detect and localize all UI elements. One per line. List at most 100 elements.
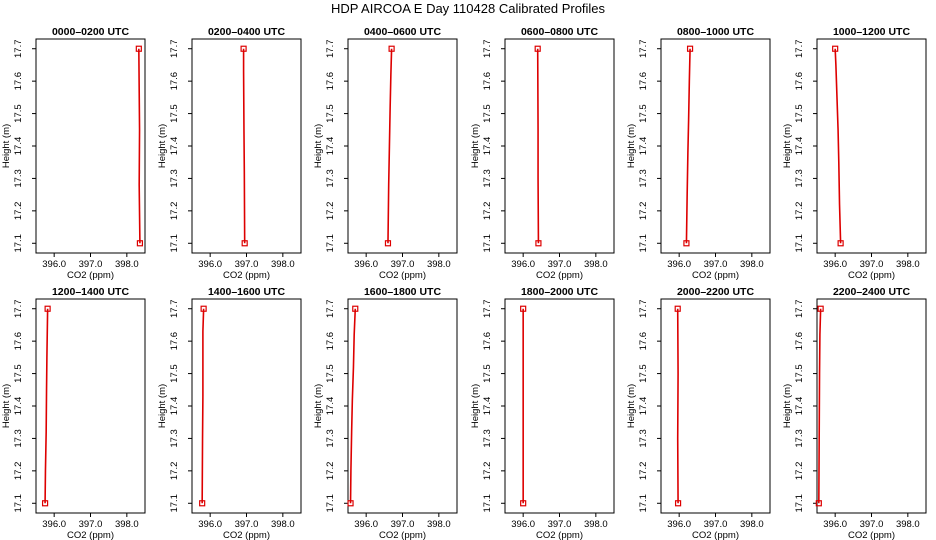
y-tick-label: 17.6 xyxy=(169,72,180,91)
y-axis-label: Height (m) xyxy=(626,124,637,168)
y-axis-label: Height (m) xyxy=(626,384,637,428)
profile-line xyxy=(536,48,540,244)
y-tick-label: 17.7 xyxy=(169,39,180,58)
profile-panel-4: 0600–0800 UTC 396.0 397.0 398.0 17.1 17.2 17.3… xyxy=(470,26,615,281)
x-axis-label: CO2 (ppm) xyxy=(379,530,426,540)
profile-marker xyxy=(135,45,142,52)
x-tick-label: 396.0 xyxy=(42,259,66,270)
x-axis-label: CO2 (ppm) xyxy=(379,270,426,281)
y-tick-label: 17.5 xyxy=(169,104,180,123)
x-tick-label: 396.0 xyxy=(667,259,691,270)
y-tick-label: 17.7 xyxy=(13,299,24,318)
x-tick-label: 397.0 xyxy=(860,519,884,530)
y-tick-label: 17.6 xyxy=(638,72,649,91)
profile-panel-10: 1800–2000 UTC 396.0 397.0 398.0 17.1 17.2 17.3… xyxy=(470,286,615,540)
y-tick-label: 17.1 xyxy=(13,234,24,253)
y-tick-label: 17.7 xyxy=(794,39,805,58)
y-tick-label: 17.6 xyxy=(325,72,336,91)
x-axis-label: CO2 (ppm) xyxy=(536,530,583,540)
profile-marker xyxy=(520,305,527,312)
x-tick-label: 396.0 xyxy=(667,519,691,530)
x-axis-label: CO2 (ppm) xyxy=(848,270,895,281)
y-tick-label: 17.3 xyxy=(638,169,649,188)
profile-marker xyxy=(352,305,359,312)
x-tick-label: 396.0 xyxy=(511,519,535,530)
profile-panel-2: 0200–0400 UTC 396.0 397.0 398.0 17.1 17.2 17.3… xyxy=(157,26,302,281)
y-tick-label: 17.4 xyxy=(13,397,24,416)
profile-line xyxy=(387,48,393,244)
y-tick-label: 17.4 xyxy=(482,137,493,156)
panel-title: 0600–0800 UTC xyxy=(521,26,598,38)
x-tick-label: 396.0 xyxy=(354,259,378,270)
y-tick-label: 17.1 xyxy=(482,234,493,253)
plot-frame xyxy=(35,38,146,254)
y-tick-label: 17.6 xyxy=(794,332,805,351)
y-tick-label: 17.2 xyxy=(638,462,649,481)
x-axis-label: CO2 (ppm) xyxy=(223,270,270,281)
y-tick-label: 17.2 xyxy=(325,202,336,221)
y-tick-label: 17.4 xyxy=(325,137,336,156)
x-tick-label: 398.0 xyxy=(740,259,764,270)
y-axis-label: Height (m) xyxy=(157,384,168,428)
x-axis-label: CO2 (ppm) xyxy=(692,270,739,281)
y-axis-label: Height (m) xyxy=(313,124,324,168)
y-tick-label: 17.4 xyxy=(482,397,493,416)
profile-line xyxy=(834,48,842,244)
y-tick-label: 17.6 xyxy=(794,72,805,91)
y-tick-label: 17.6 xyxy=(325,332,336,351)
profile-marker xyxy=(520,500,527,507)
x-tick-label: 398.0 xyxy=(584,259,608,270)
y-tick-label: 17.5 xyxy=(482,104,493,123)
x-tick-label: 397.0 xyxy=(79,259,103,270)
y-tick-label: 17.1 xyxy=(794,234,805,253)
profile-panel-8: 1400–1600 UTC 396.0 397.0 398.0 17.1 17.2 17.3… xyxy=(157,286,302,540)
y-tick-label: 17.4 xyxy=(638,397,649,416)
y-tick-label: 17.4 xyxy=(794,397,805,416)
y-tick-label: 17.3 xyxy=(794,169,805,188)
plot-frame xyxy=(191,298,302,514)
y-tick-label: 17.5 xyxy=(13,104,24,123)
y-tick-label: 17.5 xyxy=(638,104,649,123)
profile-marker xyxy=(683,240,690,247)
profile-panel-1: 0000–0200 UTC 396.0 397.0 398.0 17.1 17.2 17.3… xyxy=(1,26,146,281)
y-tick-label: 17.2 xyxy=(169,462,180,481)
x-tick-label: 397.0 xyxy=(391,519,415,530)
y-axis-label: Height (m) xyxy=(470,124,481,168)
x-tick-label: 397.0 xyxy=(704,519,728,530)
y-tick-label: 17.2 xyxy=(482,202,493,221)
y-tick-label: 17.4 xyxy=(169,397,180,416)
y-tick-label: 17.4 xyxy=(13,137,24,156)
y-tick-label: 17.4 xyxy=(638,137,649,156)
profile-panel-9: 1600–1800 UTC 396.0 397.0 398.0 17.1 17.2 17.3… xyxy=(313,286,458,540)
profile-line xyxy=(685,48,691,244)
y-tick-label: 17.6 xyxy=(482,72,493,91)
plot-frame xyxy=(504,298,615,514)
panel-title: 1000–1200 UTC xyxy=(833,26,910,38)
x-tick-label: 397.0 xyxy=(79,519,103,530)
y-tick-label: 17.5 xyxy=(482,364,493,383)
y-axis-label: Height (m) xyxy=(470,384,481,428)
y-tick-label: 17.5 xyxy=(169,364,180,383)
y-tick-label: 17.3 xyxy=(482,169,493,188)
x-tick-label: 398.0 xyxy=(896,519,920,530)
x-axis-label: CO2 (ppm) xyxy=(692,530,739,540)
profile-marker xyxy=(817,305,824,312)
panel-title: 0800–1000 UTC xyxy=(677,26,754,38)
profile-marker xyxy=(388,45,395,52)
y-axis-label: Height (m) xyxy=(782,384,793,428)
y-tick-label: 17.7 xyxy=(169,299,180,318)
profile-marker xyxy=(815,500,822,507)
profile-line xyxy=(138,48,141,244)
x-tick-label: 397.0 xyxy=(391,259,415,270)
y-tick-label: 17.6 xyxy=(169,332,180,351)
x-tick-label: 398.0 xyxy=(427,519,451,530)
profile-marker xyxy=(199,500,206,507)
y-tick-label: 17.4 xyxy=(325,397,336,416)
x-tick-label: 396.0 xyxy=(198,519,222,530)
x-tick-label: 398.0 xyxy=(427,259,451,270)
plot-frame xyxy=(504,38,615,254)
y-tick-label: 17.4 xyxy=(169,137,180,156)
profile-panel-5: 0800–1000 UTC 396.0 397.0 398.0 17.1 17.2 17.3… xyxy=(626,26,771,281)
x-tick-label: 398.0 xyxy=(115,259,139,270)
